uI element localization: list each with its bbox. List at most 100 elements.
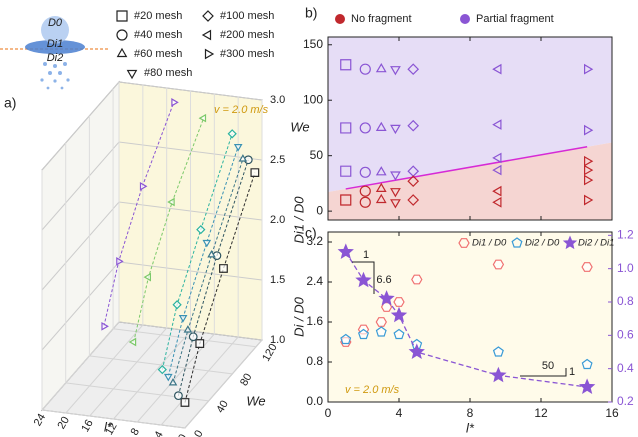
legend-marker [202, 10, 214, 22]
point [584, 194, 594, 206]
y-tick-label: 50 [310, 148, 324, 162]
point [174, 391, 183, 401]
point [101, 321, 109, 331]
point [375, 317, 387, 327]
y-tick-label: 0.0 [306, 394, 323, 408]
grid-line [160, 336, 239, 426]
point [171, 98, 179, 107]
y-axis-label: Di / D0 [291, 296, 306, 337]
y2-tick-label: 0.6 [617, 328, 634, 342]
point [490, 366, 507, 383]
point [375, 121, 387, 131]
legend-marker [460, 14, 470, 24]
legend-label: #60 mesh [134, 48, 182, 60]
slope-label: 6.6 [376, 274, 391, 286]
point [390, 199, 401, 209]
point [196, 224, 206, 235]
series-line [103, 102, 175, 327]
annotation: v = 2.0 m/s [214, 104, 269, 116]
y-tick-label: 2.4 [306, 274, 323, 288]
slope-triangles [352, 261, 567, 377]
legend-marker [511, 237, 523, 248]
point [375, 193, 387, 204]
y-axis-label: We [290, 119, 309, 134]
point [584, 155, 594, 167]
point [407, 63, 420, 76]
point [492, 152, 502, 164]
y-tick-label: 100 [303, 92, 323, 106]
point [139, 181, 148, 191]
spray [40, 62, 70, 90]
y-tick-label: 40 [214, 399, 231, 416]
point [180, 398, 190, 407]
point [390, 306, 408, 323]
point [116, 257, 124, 266]
point [359, 196, 371, 208]
x-tick-label: 20 [55, 415, 72, 432]
point [584, 174, 594, 186]
series-line [133, 118, 205, 343]
legend-marker [562, 235, 578, 250]
legend-marker [126, 69, 138, 80]
x-tick-label: 0 [325, 406, 332, 420]
point [357, 328, 370, 340]
point [340, 165, 352, 177]
point [492, 119, 502, 130]
series-line [172, 158, 244, 384]
point [340, 122, 352, 134]
point [375, 63, 387, 73]
grid-line [136, 333, 215, 423]
point [581, 262, 593, 272]
slope-label: 50 [542, 360, 554, 372]
x-tick-label: 4 [152, 429, 165, 437]
point [390, 171, 401, 181]
point [359, 166, 371, 178]
legend-label: #80 mesh [144, 67, 192, 79]
series-line [177, 159, 249, 396]
point [584, 63, 594, 75]
drop-before [41, 16, 69, 44]
point [227, 129, 237, 139]
point [375, 182, 387, 192]
legend-marker [116, 47, 128, 58]
point [340, 333, 352, 345]
point [407, 194, 420, 206]
panel-label: c) [305, 225, 317, 241]
x-tick-label: 12 [534, 406, 548, 420]
grid-line [113, 330, 191, 420]
point [219, 264, 228, 273]
boundary-line [345, 146, 588, 190]
point [188, 332, 198, 342]
point [375, 166, 387, 176]
series-line [161, 133, 233, 370]
legend-label: Di1 / D0 [472, 238, 507, 249]
legend-label: Di2 / Di1 [578, 238, 614, 249]
point [163, 373, 173, 382]
slope-label: 1 [363, 249, 369, 261]
point [581, 358, 593, 370]
annotation: v = 2.0 m/s [345, 384, 400, 396]
legend-marker [116, 29, 128, 41]
x-tick-label: 12 [103, 421, 120, 437]
point [143, 272, 151, 282]
drop [25, 40, 85, 54]
y-tick-label: 1.6 [306, 314, 323, 328]
point [393, 297, 405, 307]
z-tick-label: 2.5 [270, 154, 285, 166]
point [168, 377, 178, 386]
point [337, 243, 354, 260]
point [378, 290, 395, 306]
point [157, 364, 167, 375]
legend-marker [116, 10, 128, 22]
legend-label: #200 mesh [220, 29, 274, 41]
grid-line [184, 339, 263, 429]
grid-line [89, 327, 168, 417]
plot-bg [328, 232, 612, 402]
y2-tick-label: 0.2 [617, 394, 634, 408]
point [407, 119, 420, 132]
x-tick-label: 8 [467, 406, 474, 420]
legend-label: No fragment [351, 13, 412, 25]
point [355, 271, 372, 288]
legend-marker [204, 48, 215, 60]
y-tick-label: 0 [316, 203, 323, 217]
